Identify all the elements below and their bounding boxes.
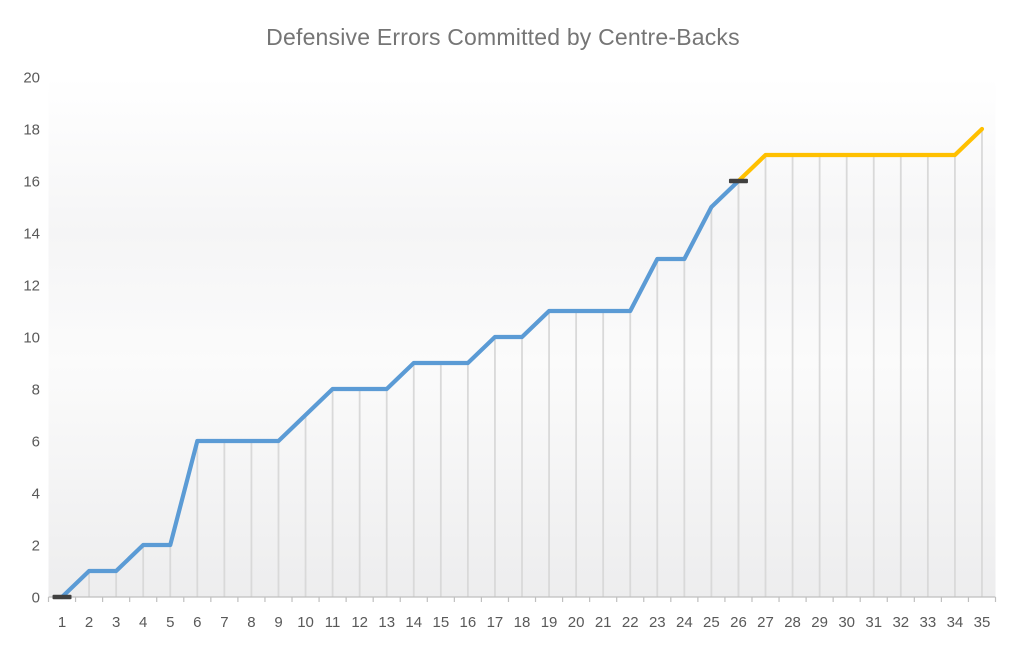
- x-axis-label: 10: [297, 614, 314, 631]
- x-axis-label: 17: [487, 614, 504, 631]
- y-axis-label: 18: [23, 122, 40, 139]
- x-axis-label: 23: [649, 614, 666, 631]
- x-axis-label: 18: [514, 614, 531, 631]
- x-axis-label: 13: [378, 614, 395, 631]
- x-axis-label: 34: [947, 614, 964, 631]
- x-axis-label: 4: [139, 614, 147, 631]
- x-axis-label: 2: [85, 614, 93, 631]
- chart-title: Defensive Errors Committed by Centre-Bac…: [266, 24, 740, 50]
- x-axis-label: 27: [757, 614, 774, 631]
- x-axis-label: 9: [274, 614, 282, 631]
- x-axis-label: 14: [405, 614, 422, 631]
- y-axis-label: 2: [32, 538, 40, 555]
- x-axis-label: 31: [865, 614, 882, 631]
- y-axis-label: 14: [23, 226, 40, 243]
- y-axis-label: 8: [32, 382, 40, 399]
- x-axis-label: 5: [166, 614, 174, 631]
- x-axis-label: 12: [351, 614, 368, 631]
- y-axis-label: 4: [32, 486, 40, 503]
- y-axis-label: 6: [32, 434, 40, 451]
- x-axis-label: 30: [838, 614, 855, 631]
- x-axis-label: 8: [247, 614, 255, 631]
- x-axis-label: 6: [193, 614, 201, 631]
- x-axis-label: 21: [595, 614, 612, 631]
- x-axis-label: 3: [112, 614, 120, 631]
- y-axis-label: 16: [23, 174, 40, 191]
- x-axis-label: 1: [58, 614, 66, 631]
- x-axis-label: 7: [220, 614, 228, 631]
- x-axis-label: 29: [811, 614, 828, 631]
- x-axis-label: 15: [432, 614, 449, 631]
- y-axis-label: 0: [32, 590, 40, 607]
- x-axis-label: 32: [892, 614, 909, 631]
- dash-marker: [728, 178, 748, 184]
- x-axis-label: 20: [568, 614, 585, 631]
- x-axis-label: 35: [974, 614, 991, 631]
- x-axis-label: 24: [676, 614, 693, 631]
- x-axis-label: 25: [703, 614, 720, 631]
- series-yellow-segment-line: [736, 126, 985, 184]
- series-blue-segment-line: [59, 178, 741, 600]
- x-axis-label: 11: [325, 614, 341, 631]
- x-axis-label: 16: [460, 614, 477, 631]
- y-axis-label: 10: [23, 330, 40, 347]
- x-axis-label: 22: [622, 614, 639, 631]
- y-axis-label: 20: [23, 70, 40, 87]
- y-axis-label: 12: [23, 278, 40, 295]
- x-axis-label: 19: [541, 614, 558, 631]
- x-axis-label: 28: [784, 614, 801, 631]
- x-axis-label: 26: [730, 614, 747, 631]
- x-axis-label: 33: [920, 614, 937, 631]
- dash-marker: [52, 594, 72, 600]
